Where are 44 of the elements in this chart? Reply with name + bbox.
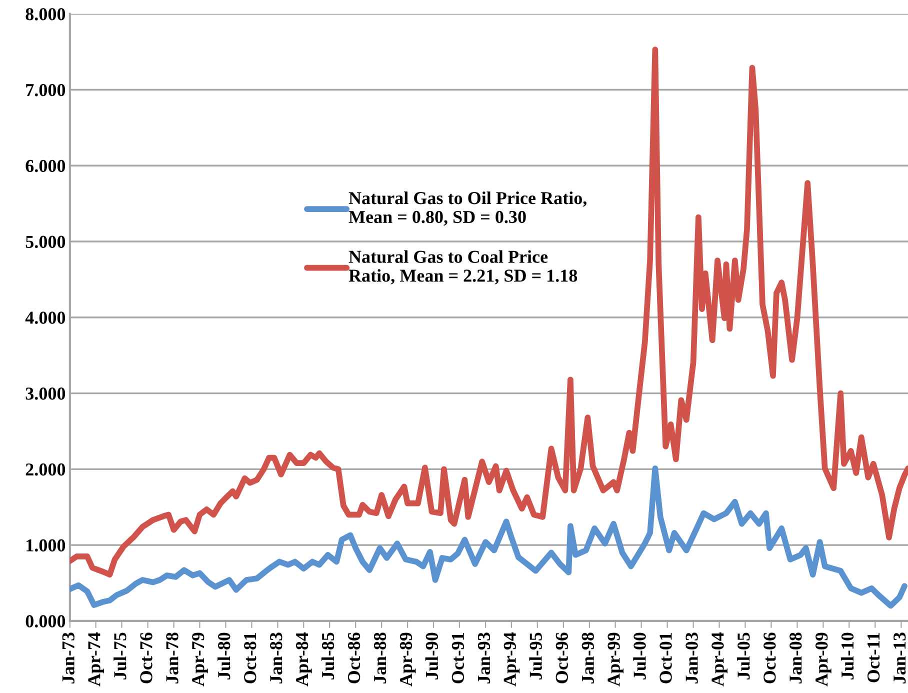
x-tick-label: Apr-84	[296, 632, 312, 686]
x-tick-label: Jul-90	[425, 632, 438, 680]
x-tick-label: Jan-93	[478, 632, 490, 684]
x-tick-label: Jul-00	[633, 632, 646, 680]
x-tick-label: Apr-74	[88, 632, 104, 686]
x-tick-label: Jul-05	[737, 632, 750, 680]
y-tick-label: 8.000	[26, 8, 66, 20]
x-tick-label: Jan-73	[62, 632, 74, 684]
x-tick-label: Oct-86	[348, 632, 360, 684]
x-tick-label: Jul-75	[114, 632, 126, 680]
x-tick-label: Oct-06	[764, 632, 776, 684]
x-tick-label: Apr-79	[192, 632, 208, 686]
legend-label: Natural Gas to Coal Price Ratio, Mean = 2.21, SD = 1.18	[348, 250, 578, 284]
y-tick-label: 4.000	[25, 312, 66, 324]
x-tick-label: Jul-95	[529, 632, 542, 680]
x-tick-label: Jan-13	[894, 632, 906, 684]
y-tick-label: 6.000	[26, 160, 66, 172]
x-tick-label: Jul-10	[840, 632, 854, 680]
x-tick-label: Oct-01	[660, 632, 672, 684]
x-tick-label: Jan-08	[790, 632, 802, 684]
x-tick-label: Oct-81	[244, 632, 256, 684]
y-tick-label: 0.000	[26, 615, 66, 628]
x-tick-label: Jan-83	[270, 632, 282, 684]
x-tick-label: Jan-98	[582, 632, 594, 684]
y-tick-label: 3.000	[26, 388, 66, 400]
y-tick-label: 7.000	[26, 84, 66, 96]
x-tick-label: Jul-85	[321, 632, 334, 680]
x-tick-label: Oct-11	[868, 632, 880, 682]
x-tick-label: Apr-09	[816, 632, 832, 686]
x-tick-label: Jan-88	[374, 632, 386, 684]
x-tick-label: Apr-89	[400, 632, 416, 686]
x-tick-label: Oct-91	[452, 632, 464, 684]
y-tick-label: 5.000	[26, 236, 66, 248]
x-tick-label: Apr-99	[608, 632, 624, 686]
x-tick-label: Jul-80	[218, 632, 230, 680]
x-tick-label: Jan-78	[166, 632, 178, 684]
x-tick-label: Apr-04	[712, 632, 728, 686]
y-tick-label: 1.000	[26, 539, 66, 552]
x-tick-label: Oct-76	[140, 632, 152, 684]
legend-label: Natural Gas to Oil Price Ratio, Mean = 0.80, SD = 0.30	[348, 191, 586, 226]
x-tick-label: Jan-03	[686, 632, 698, 684]
x-tick-label: Oct-96	[556, 632, 568, 684]
y-tick-label: 2.000	[26, 463, 66, 476]
x-tick-label: Apr-94	[504, 632, 520, 686]
